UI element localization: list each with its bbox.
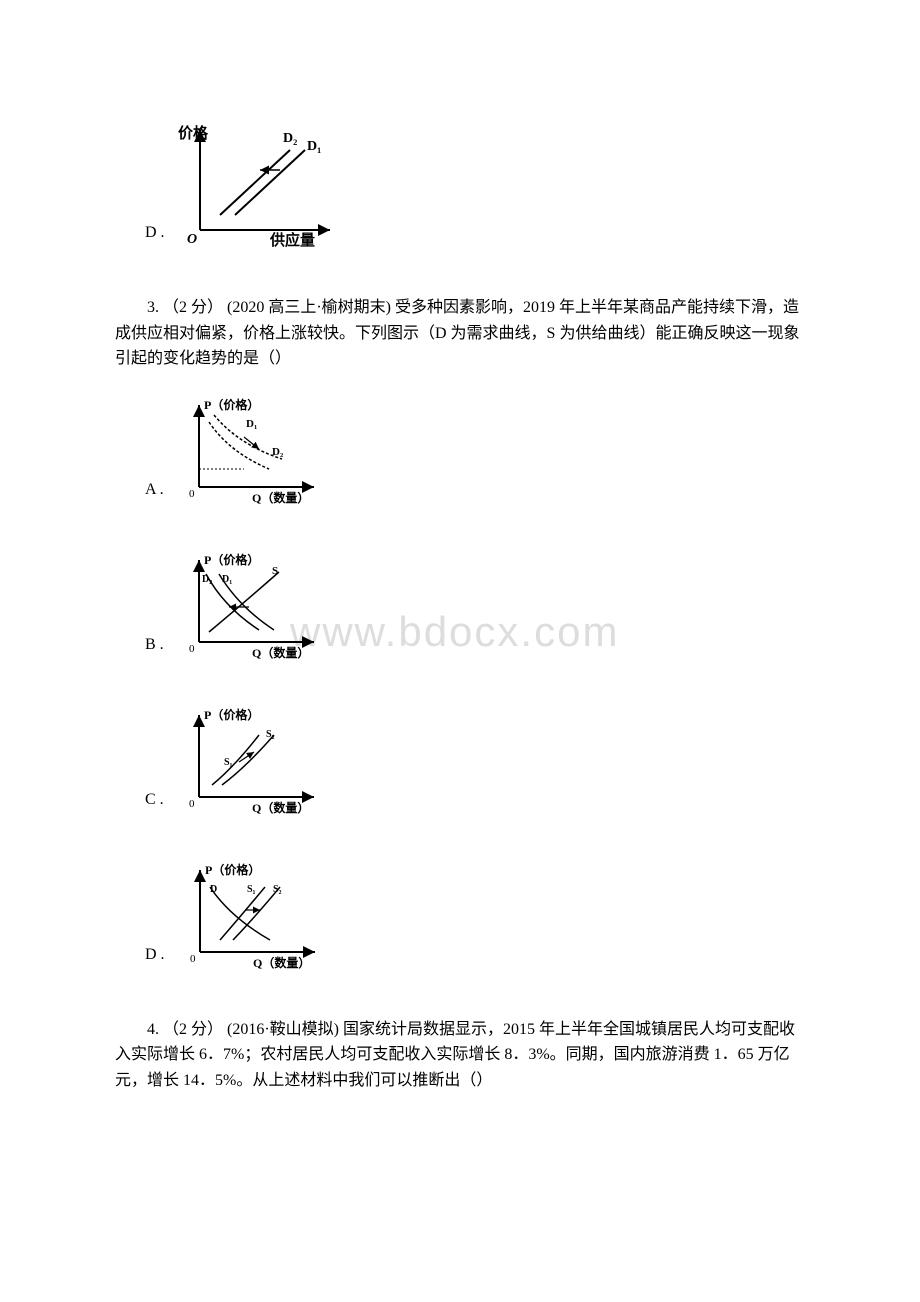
option-d-top-label: D . — [145, 224, 165, 250]
q-label-a: Q（数量） — [252, 490, 309, 505]
chart-option-c: P（价格） S₁ S₂ 0 Q（数量） — [174, 707, 324, 817]
s2-label-c: S₂ — [266, 729, 275, 740]
question4-text: 4. （2 分） (2016·鞍山模拟) 国家统计局数据显示，2015 年上半年… — [115, 1017, 805, 1094]
d-label-d: D — [210, 884, 217, 895]
option-d-row: D . P（价格） D S₁ S₂ 0 Q（数量） — [145, 862, 805, 972]
s-label-b: S — [272, 565, 278, 577]
d1-label-a: D₁ — [246, 418, 257, 430]
d1-label: D₁ — [307, 139, 321, 154]
chart-option-d: P（价格） D S₁ S₂ 0 Q（数量） — [175, 862, 325, 972]
chart-option-a: P（价格） D₁ D₂ 0 Q（数量） — [174, 397, 324, 507]
q-label-b: Q（数量） — [252, 645, 309, 660]
q-label-d: Q（数量） — [253, 955, 310, 970]
s1-label-c: S₁ — [224, 757, 233, 768]
origin-b: 0 — [189, 643, 195, 655]
page-content: D . 价格 D₂ D₁ O 供应量 3. （2 分） (2020 高三上·榆树… — [115, 120, 805, 1094]
chart-option-b: P（价格） D₂ D₁ S 0 Q（数量） — [174, 552, 324, 662]
option-b-row: B . P（价格） D₂ D₁ S 0 Q（数量） — [145, 552, 805, 662]
option-b-label: B . — [145, 636, 164, 662]
d2-label: D₂ — [283, 131, 297, 146]
y-axis-label: 价格 — [178, 124, 209, 142]
d2-label-b: D₂ — [202, 574, 212, 585]
p-label-d: P（价格） — [205, 862, 260, 877]
option-a-label: A . — [145, 481, 164, 507]
origin-a: 0 — [189, 488, 195, 500]
x-axis-label: 供应量 — [269, 231, 315, 249]
p-label-b: P（价格） — [204, 552, 259, 567]
origin-d: 0 — [190, 953, 196, 965]
origin-label: O — [187, 232, 197, 247]
chart-d-top: 价格 D₂ D₁ O 供应量 — [175, 120, 345, 250]
option-c-label: C . — [145, 791, 164, 817]
s2-label-d: S₂ — [273, 884, 282, 895]
option-d-top-row: D . 价格 D₂ D₁ O 供应量 — [145, 120, 805, 250]
p-label-c: P（价格） — [204, 707, 259, 722]
question3-text: 3. （2 分） (2020 高三上·榆树期末) 受多种因素影响，2019 年上… — [115, 295, 805, 372]
s1-label-d: S₁ — [247, 884, 256, 895]
option-a-row: A . P（价格） D₁ D₂ 0 Q（数量） — [145, 397, 805, 507]
q-label-c: Q（数量） — [252, 800, 309, 815]
d1-label-b: D₁ — [222, 574, 232, 585]
p-label-a: P（价格） — [204, 397, 259, 412]
option-c-row: C . P（价格） S₁ S₂ 0 Q（数量） — [145, 707, 805, 817]
option-d-label: D . — [145, 946, 165, 972]
origin-c: 0 — [189, 798, 195, 810]
d2-label-a: D₂ — [272, 446, 284, 458]
